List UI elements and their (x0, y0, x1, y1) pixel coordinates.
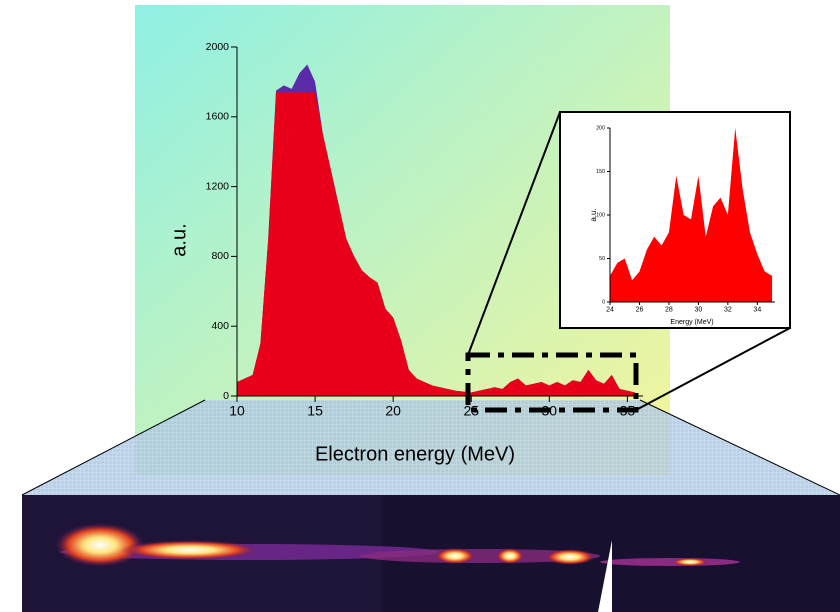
y-tick-label: 50 (599, 256, 605, 262)
camera-image (22, 495, 840, 612)
y-tick-label: 1200 (206, 180, 230, 192)
y-tick-label: 0 (223, 390, 229, 402)
y-tick-label: 150 (596, 169, 605, 175)
x-tick-label: 34 (753, 307, 761, 314)
y-tick-label: 1600 (206, 111, 230, 123)
x-tick-label: 32 (724, 307, 732, 314)
figure: a.u. Electron energy (MeV) a.u. Energy (… (0, 0, 840, 612)
x-tick-label: 20 (385, 403, 401, 419)
x-tick-label: 30 (694, 307, 702, 314)
x-tick-label: 24 (606, 307, 614, 314)
y-tick-label: 400 (211, 320, 229, 332)
inset-x-label: Energy (MeV) (670, 319, 713, 326)
x-tick-label: 10 (229, 403, 245, 419)
y-tick-label: 800 (211, 250, 229, 262)
x-tick-label: 15 (307, 403, 323, 419)
y-tick-label: 0 (602, 299, 605, 305)
x-tick-label: 26 (636, 307, 644, 314)
x-axis-label: Electron energy (MeV) (315, 443, 515, 465)
y-tick-label: 100 (596, 212, 605, 218)
x-tick-label: 28 (665, 307, 673, 314)
y-tick-label: 2000 (206, 41, 230, 53)
y-axis-label: a.u. (168, 223, 190, 256)
y-tick-label: 200 (596, 125, 605, 131)
